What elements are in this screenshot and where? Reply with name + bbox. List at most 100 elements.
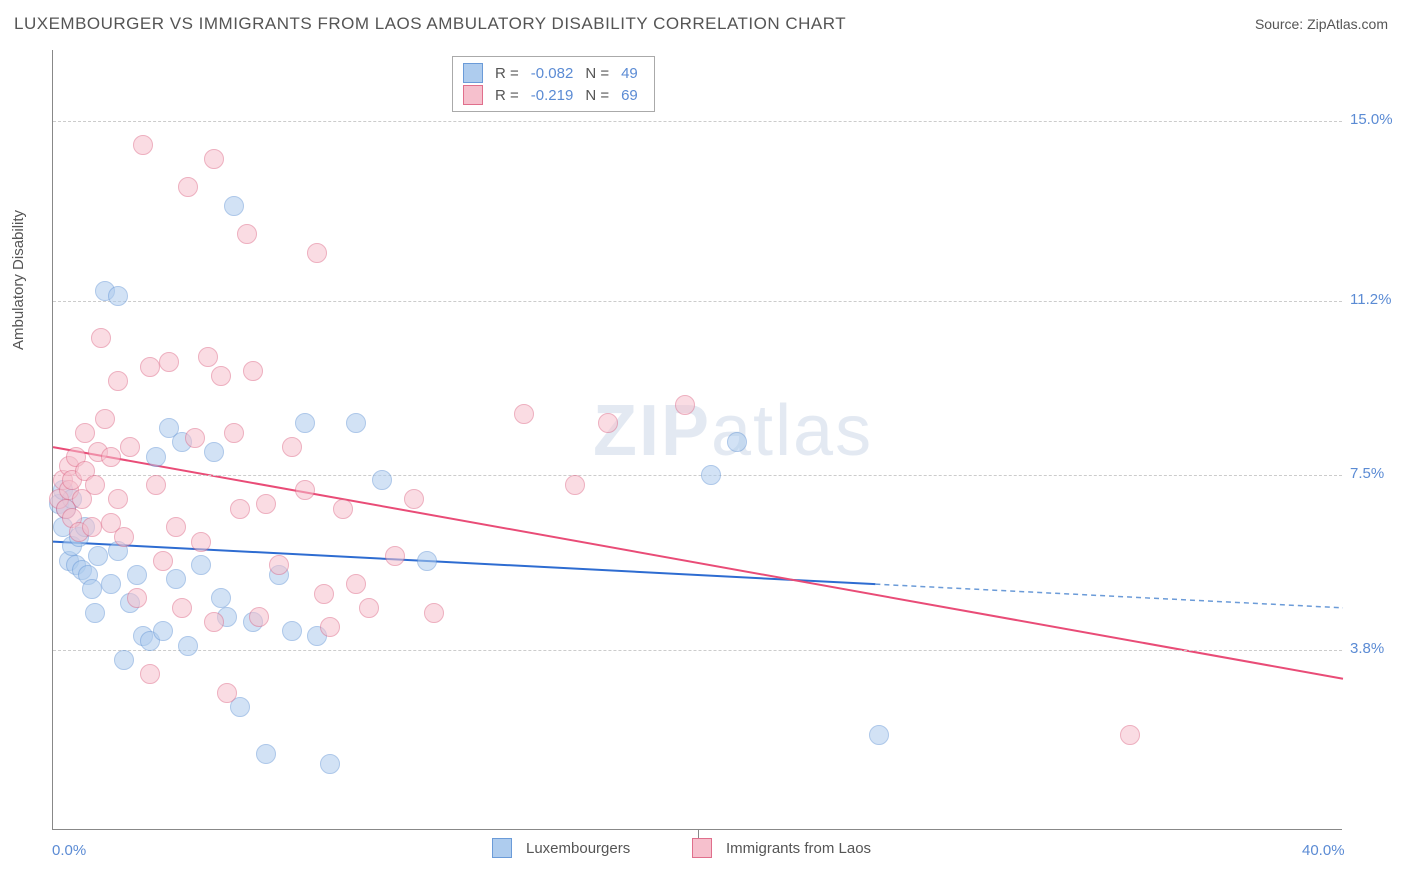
legend-swatch-laos (692, 838, 712, 858)
scatter-point-laos (565, 475, 585, 495)
scatter-point-laos (224, 423, 244, 443)
correlation-legend: R = -0.082 N = 49 R = -0.219 N = 69 (452, 56, 655, 112)
scatter-point-laos (675, 395, 695, 415)
scatter-point-laos (146, 475, 166, 495)
gridline (53, 650, 1342, 651)
series-legend-label: Immigrants from Laos (726, 840, 871, 857)
scatter-point-laos (295, 480, 315, 500)
scatter-point-lux (346, 413, 366, 433)
scatter-point-laos (514, 404, 534, 424)
scatter-point-lux (256, 744, 276, 764)
scatter-point-laos (249, 607, 269, 627)
legend-n-value: 49 (621, 65, 638, 82)
scatter-point-lux (727, 432, 747, 452)
legend-swatch-lux (463, 63, 483, 83)
scatter-point-laos (75, 423, 95, 443)
legend-r-label: R = (495, 87, 519, 104)
scatter-point-lux (295, 413, 315, 433)
scatter-point-laos (256, 494, 276, 514)
y-tick-label: 7.5% (1350, 465, 1384, 482)
scatter-point-laos (140, 357, 160, 377)
legend-swatch-lux (492, 838, 512, 858)
scatter-point-lux (85, 603, 105, 623)
scatter-point-laos (211, 366, 231, 386)
scatter-point-laos (140, 664, 160, 684)
scatter-point-lux (108, 286, 128, 306)
scatter-point-laos (178, 177, 198, 197)
watermark: ZIPatlas (593, 390, 873, 472)
y-tick-label: 11.2% (1350, 291, 1391, 308)
scatter-point-laos (95, 409, 115, 429)
correlation-legend-row: R =-0.082N =49 (463, 63, 644, 83)
scatter-point-laos (85, 475, 105, 495)
scatter-point-laos (82, 517, 102, 537)
scatter-point-laos (191, 532, 211, 552)
scatter-point-lux (114, 650, 134, 670)
scatter-point-laos (1120, 725, 1140, 745)
legend-n-label: N = (585, 87, 609, 104)
y-axis-label-container: Ambulatory Disability (10, 210, 27, 350)
scatter-point-lux (372, 470, 392, 490)
scatter-point-lux (869, 725, 889, 745)
chart-source: Source: ZipAtlas.com (1255, 16, 1388, 32)
scatter-point-lux (82, 579, 102, 599)
scatter-point-lux (204, 442, 224, 462)
scatter-point-laos (385, 546, 405, 566)
scatter-point-lux (320, 754, 340, 774)
scatter-point-laos (159, 352, 179, 372)
scatter-point-lux (166, 569, 186, 589)
scatter-point-laos (404, 489, 424, 509)
scatter-point-lux (88, 546, 108, 566)
x-tick-label: 0.0% (52, 842, 86, 859)
scatter-point-laos (204, 612, 224, 632)
legend-n-value: 69 (621, 87, 638, 104)
scatter-point-lux (153, 621, 173, 641)
scatter-point-laos (114, 527, 134, 547)
scatter-point-laos (359, 598, 379, 618)
scatter-point-lux (178, 636, 198, 656)
scatter-point-lux (282, 621, 302, 641)
scatter-point-lux (146, 447, 166, 467)
correlation-legend-row: R = -0.219 N = 69 (463, 85, 644, 105)
gridline (53, 301, 1342, 302)
scatter-point-laos (307, 243, 327, 263)
scatter-point-laos (424, 603, 444, 623)
scatter-point-laos (172, 598, 192, 618)
x-tick-label: 40.0% (1302, 842, 1345, 859)
scatter-point-laos (153, 551, 173, 571)
legend-r-label: R = (495, 65, 519, 82)
scatter-point-laos (166, 517, 186, 537)
x-tick-minor (698, 830, 699, 838)
chart-title: LUXEMBOURGER VS IMMIGRANTS FROM LAOS AMB… (14, 14, 846, 34)
chart-header: LUXEMBOURGER VS IMMIGRANTS FROM LAOS AMB… (14, 14, 1388, 34)
scatter-point-laos (346, 574, 366, 594)
series-legend-laos: Immigrants from Laos (692, 838, 871, 858)
y-tick-label: 15.0% (1350, 111, 1393, 128)
scatter-point-laos (185, 428, 205, 448)
gridline (53, 475, 1342, 476)
scatter-point-laos (314, 584, 334, 604)
regression-line (875, 584, 1343, 608)
legend-r-value: -0.082 (531, 65, 574, 82)
scatter-point-laos (217, 683, 237, 703)
scatter-point-lux (224, 196, 244, 216)
scatter-point-lux (211, 588, 231, 608)
scatter-point-laos (91, 328, 111, 348)
scatter-point-laos (133, 135, 153, 155)
y-tick-label: 3.8% (1350, 640, 1384, 657)
y-axis-label: Ambulatory Disability (10, 210, 27, 350)
scatter-point-laos (101, 447, 121, 467)
series-legend-label: Luxembourgers (526, 840, 630, 857)
legend-r-value: -0.219 (531, 87, 574, 104)
legend-swatch-laos (463, 85, 483, 105)
series-legend-lux: Luxembourgers (492, 838, 630, 858)
scatter-point-laos (269, 555, 289, 575)
scatter-point-lux (191, 555, 211, 575)
scatter-point-lux (701, 465, 721, 485)
scatter-point-laos (127, 588, 147, 608)
scatter-point-laos (333, 499, 353, 519)
scatter-point-laos (108, 371, 128, 391)
scatter-point-lux (101, 574, 121, 594)
scatter-point-laos (237, 224, 257, 244)
regression-line (53, 447, 1343, 679)
